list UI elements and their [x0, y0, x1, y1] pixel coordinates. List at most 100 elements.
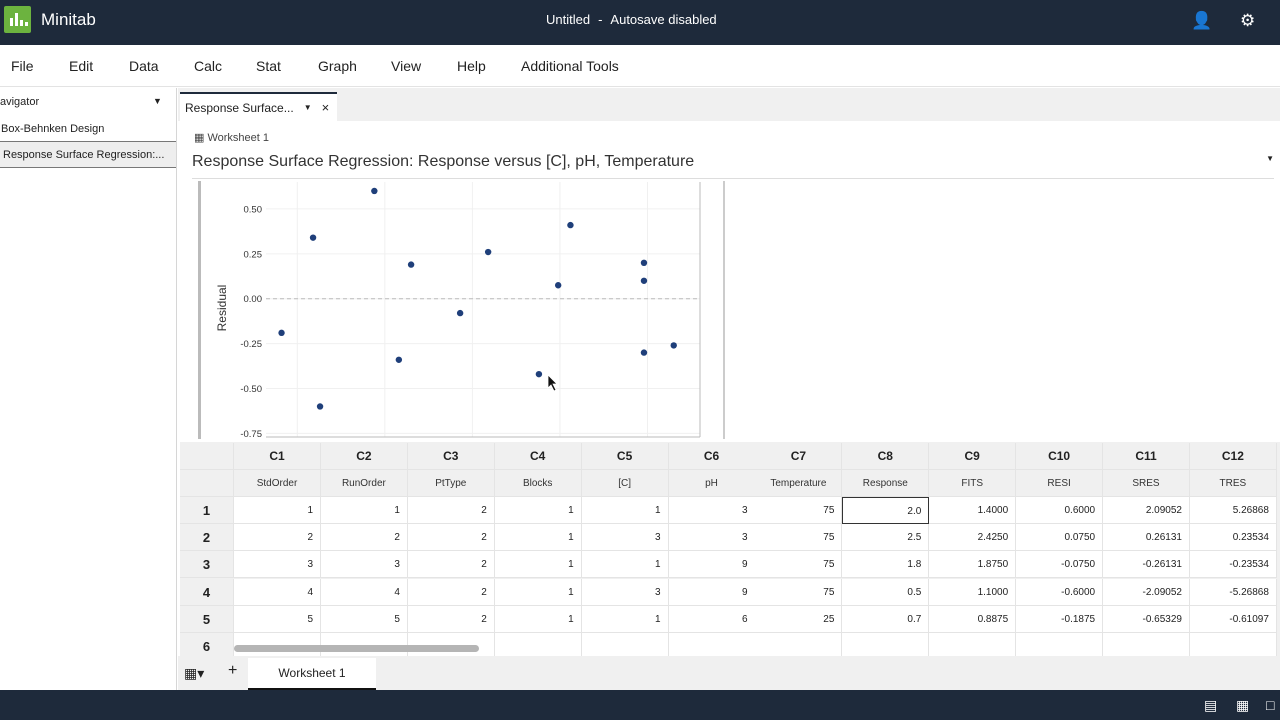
table-cell[interactable]	[494, 633, 582, 656]
table-cell[interactable]: 0.5	[842, 578, 930, 606]
column-header[interactable]: C4	[494, 443, 582, 470]
row-header[interactable]: 6	[180, 633, 234, 656]
table-cell[interactable]: 75	[755, 497, 843, 524]
table-cell[interactable]: 2.4250	[929, 524, 1017, 552]
table-cell[interactable]: 3	[668, 497, 756, 524]
table-cell[interactable]: 5	[234, 605, 321, 633]
table-cell[interactable]: 1	[494, 605, 582, 633]
table-cell[interactable]	[581, 633, 669, 656]
add-sheet-button[interactable]: +	[228, 662, 238, 679]
table-cell[interactable]: 0.0750	[1016, 524, 1104, 552]
menu-graph[interactable]: Graph	[318, 58, 357, 74]
column-header[interactable]: C8	[842, 443, 930, 470]
column-name[interactable]: FITS	[929, 470, 1017, 497]
table-cell[interactable]: 1.4000	[929, 497, 1017, 524]
view-worksheet-icon[interactable]: ▦	[1236, 697, 1250, 713]
column-header[interactable]: C11	[1103, 443, 1190, 470]
table-cell[interactable]: 3	[234, 551, 321, 579]
table-cell[interactable]: 25	[755, 605, 843, 633]
table-cell[interactable]: 1.8750	[929, 551, 1017, 579]
table-cell[interactable]: 2	[407, 578, 495, 606]
column-name[interactable]: StdOrder	[234, 470, 321, 497]
column-name[interactable]: Temperature	[755, 470, 843, 497]
collapse-icon[interactable]: ▼	[1266, 154, 1274, 163]
column-header[interactable]: C5	[581, 443, 669, 470]
table-cell[interactable]: 5	[320, 605, 408, 633]
table-cell[interactable]: -0.65329	[1103, 605, 1190, 633]
column-header[interactable]: C6	[668, 443, 756, 470]
table-cell[interactable]: 0.23534	[1189, 524, 1277, 552]
row-header[interactable]: 2	[180, 524, 234, 552]
column-header[interactable]: C3	[407, 443, 495, 470]
worksheet-link[interactable]: ▦ Worksheet 1	[194, 131, 269, 144]
table-cell[interactable]: 1	[234, 497, 321, 524]
table-cell[interactable]: 4	[320, 578, 408, 606]
column-name[interactable]: Blocks	[494, 470, 582, 497]
column-header[interactable]: C7	[755, 443, 843, 470]
tab-dropdown-icon[interactable]: ▼	[303, 103, 312, 112]
menu-view[interactable]: View	[391, 58, 422, 74]
table-cell[interactable]: 1	[581, 497, 669, 524]
table-cell[interactable]: 1	[494, 524, 582, 552]
table-cell[interactable]: 2	[407, 497, 495, 524]
column-name[interactable]: TRES	[1189, 470, 1277, 497]
menu-additional-tools[interactable]: Additional Tools	[521, 58, 619, 74]
table-cell[interactable]: 0.8875	[929, 605, 1017, 633]
table-cell[interactable]: 2	[320, 524, 408, 552]
table-cell[interactable]: 1	[320, 497, 408, 524]
corner-cell[interactable]	[180, 443, 234, 470]
table-cell[interactable]: 1.8	[842, 551, 930, 579]
table-cell[interactable]	[929, 633, 1017, 656]
column-header[interactable]: C10	[1016, 443, 1104, 470]
table-cell[interactable]: 1	[581, 551, 669, 579]
table-cell[interactable]	[668, 633, 756, 656]
row-header[interactable]: 5	[180, 605, 234, 633]
table-cell[interactable]: 3	[581, 578, 669, 606]
table-cell[interactable]: 2	[407, 524, 495, 552]
view-output-icon[interactable]: ▤	[1204, 697, 1218, 713]
menu-file[interactable]: File	[11, 58, 34, 74]
tab-response-surface[interactable]: Response Surface... ▼ ×	[180, 92, 338, 121]
table-cell[interactable]: 2	[234, 524, 321, 552]
sheet-tab-worksheet-1[interactable]: Worksheet 1	[248, 658, 376, 690]
table-cell[interactable]: -5.26868	[1189, 578, 1277, 606]
column-name[interactable]: PtType	[407, 470, 495, 497]
navigator-dropdown-icon[interactable]: ▼	[153, 96, 162, 106]
table-cell[interactable]: -0.23534	[1189, 551, 1277, 579]
table-cell[interactable]	[1103, 633, 1190, 656]
table-cell[interactable]: -0.0750	[1016, 551, 1104, 579]
row-header[interactable]: 4	[180, 578, 234, 606]
table-cell[interactable]: 1	[494, 551, 582, 579]
table-cell[interactable]: 6	[668, 605, 756, 633]
navigator-item-response-surface[interactable]: Response Surface Regression:...	[0, 142, 176, 168]
table-cell[interactable]: 9	[668, 551, 756, 579]
navigator-item-box-behnken[interactable]: Box-Behnken Design	[0, 116, 176, 142]
column-header[interactable]: C1	[234, 443, 321, 470]
column-header[interactable]: C9	[929, 443, 1017, 470]
table-cell[interactable]	[1016, 633, 1104, 656]
table-cell[interactable]	[842, 633, 930, 656]
menu-stat[interactable]: Stat	[256, 58, 281, 74]
table-cell[interactable]: 5.26868	[1189, 497, 1277, 524]
table-cell[interactable]: -2.09052	[1103, 578, 1190, 606]
table-cell[interactable]: 9	[668, 578, 756, 606]
table-cell[interactable]	[1189, 633, 1277, 656]
menu-help[interactable]: Help	[457, 58, 486, 74]
gear-icon[interactable]: ⚙	[1240, 11, 1256, 30]
column-name[interactable]: pH	[668, 470, 756, 497]
column-name[interactable]: [C]	[581, 470, 669, 497]
column-name[interactable]: SRES	[1103, 470, 1190, 497]
table-cell[interactable]: 75	[755, 578, 843, 606]
table-cell[interactable]: 1	[494, 578, 582, 606]
view-split-icon[interactable]: □	[1266, 697, 1275, 713]
column-name[interactable]: RunOrder	[320, 470, 408, 497]
column-header[interactable]: C12	[1189, 443, 1277, 470]
horizontal-scrollbar[interactable]	[234, 645, 479, 652]
table-cell[interactable]: 3	[668, 524, 756, 552]
table-cell[interactable]: 1	[581, 605, 669, 633]
table-cell[interactable]	[755, 633, 843, 656]
column-name[interactable]: RESI	[1016, 470, 1104, 497]
table-cell[interactable]: 2	[407, 551, 495, 579]
row-header[interactable]: 3	[180, 551, 234, 579]
close-icon[interactable]: ×	[321, 100, 330, 115]
